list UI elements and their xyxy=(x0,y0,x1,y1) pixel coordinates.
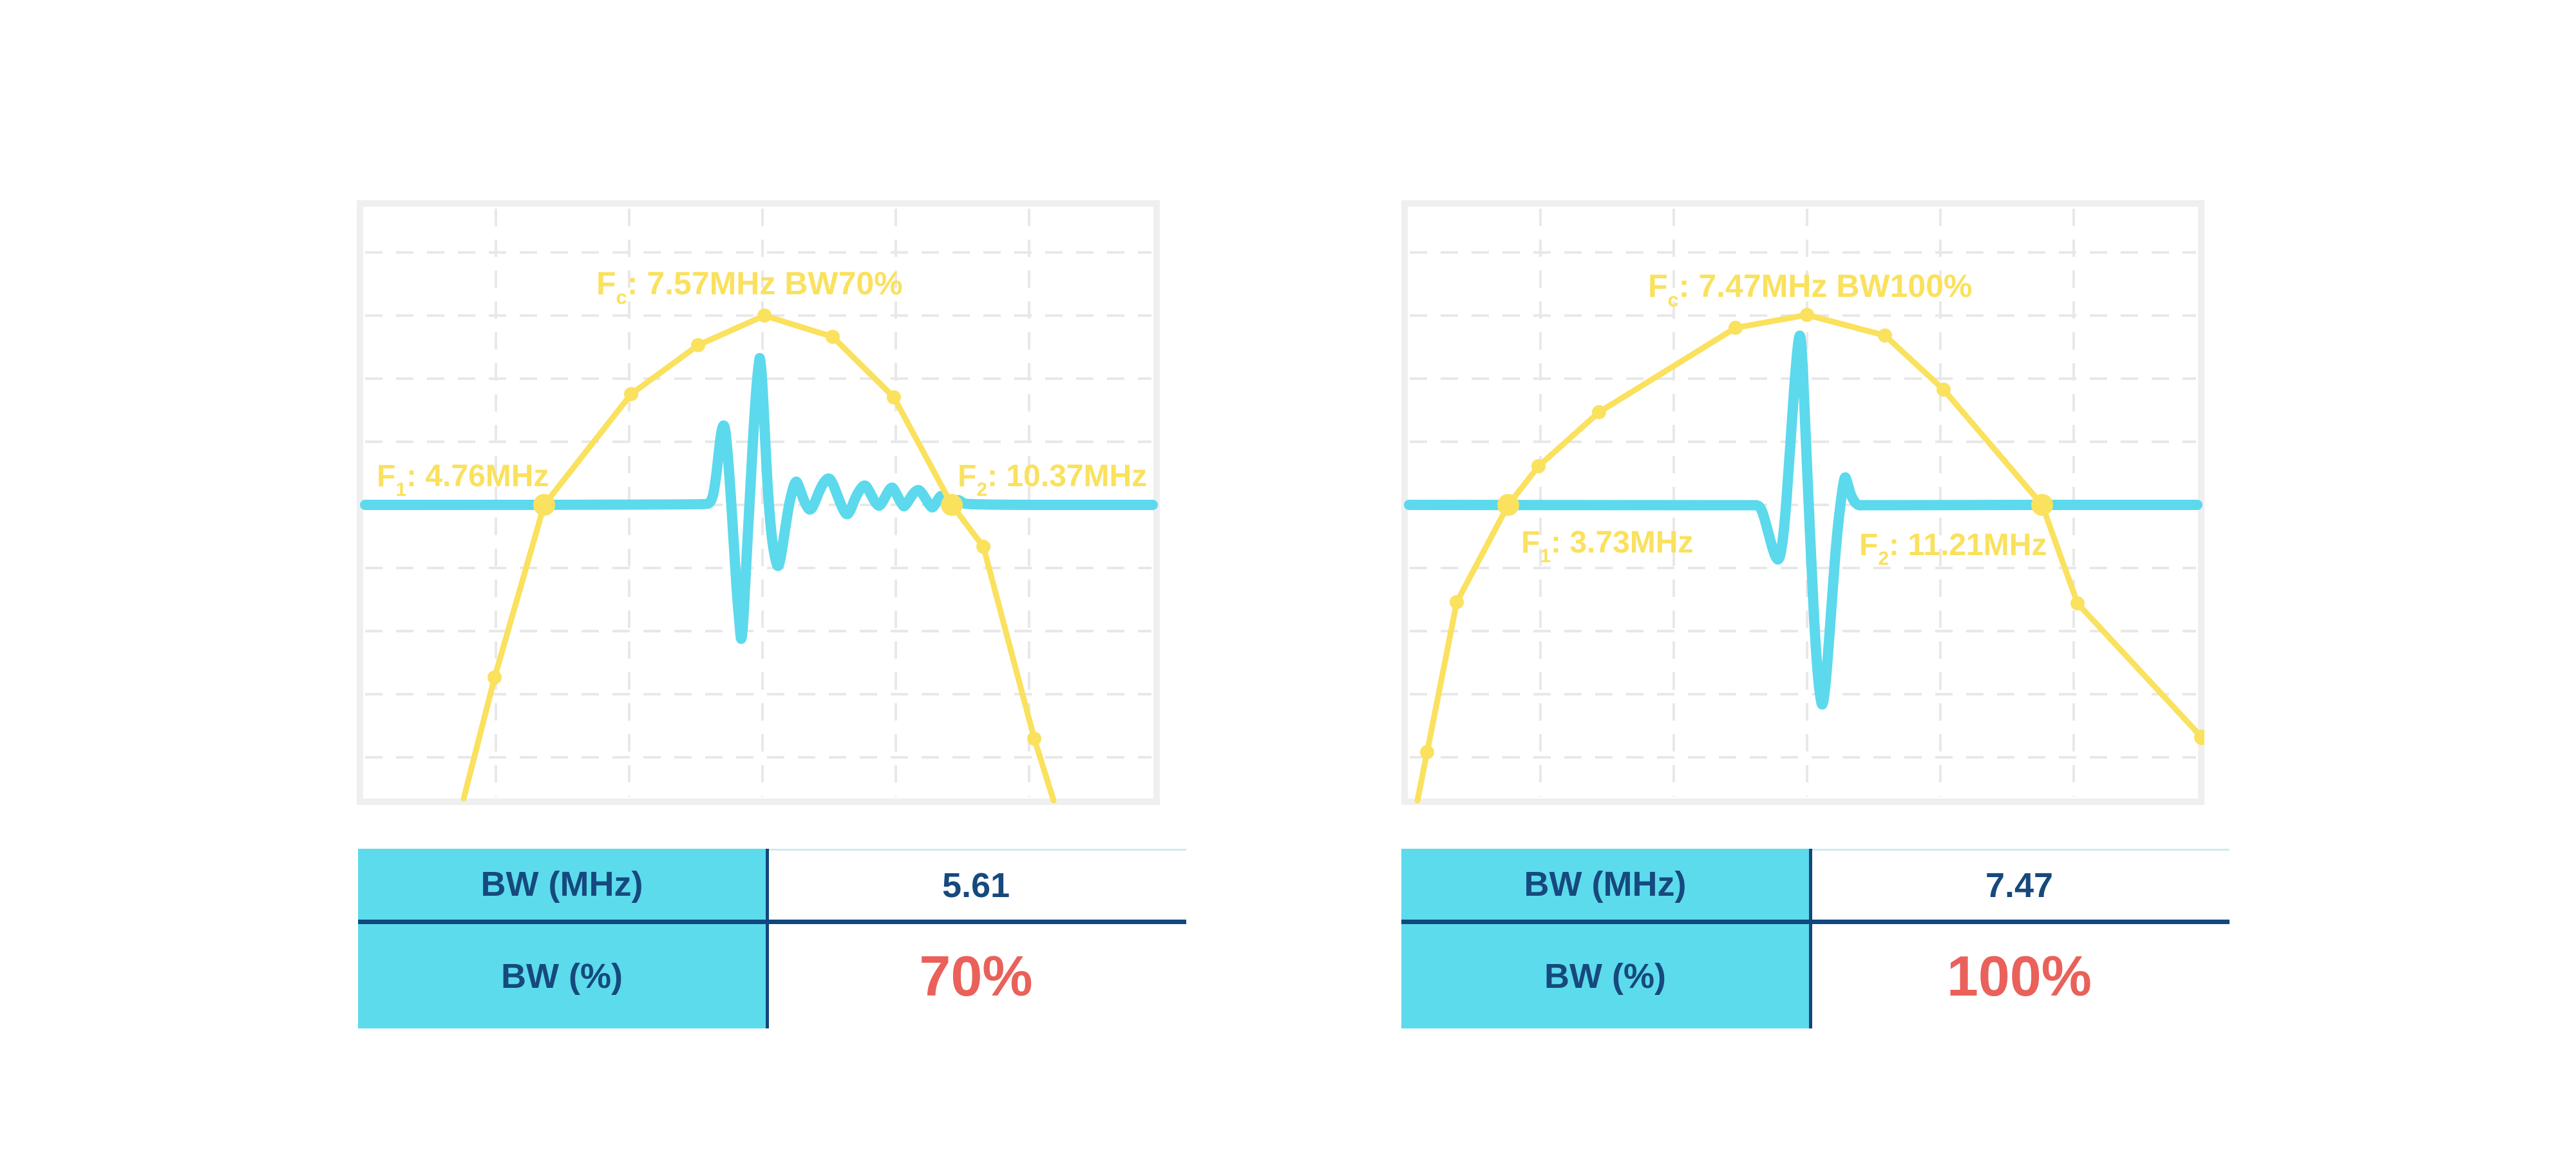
bw-pct-header: BW (%) xyxy=(1401,924,1809,1028)
spectrum-markers xyxy=(1420,308,2210,759)
fc-label: Fc: 7.47MHz BW100% xyxy=(1648,268,1973,311)
bw-mhz-value: 5.61 xyxy=(766,849,1186,920)
pulse-waveform xyxy=(360,353,1158,644)
spectrum-marker-small xyxy=(1450,595,1464,609)
bw70-table: BW (MHz) 5.61 BW (%) 70% xyxy=(358,849,1186,1028)
spectrum-marker-small xyxy=(976,540,990,554)
spectrum-markers xyxy=(488,308,1041,746)
bw-pct-value: 70% xyxy=(766,924,1186,1028)
table-row: BW (%) 100% xyxy=(1401,924,2230,1028)
bw-mhz-header: BW (MHz) xyxy=(358,849,766,920)
spectrum-marker-peak xyxy=(757,308,772,323)
spectrum-marker-peak xyxy=(1800,308,1814,322)
spectrum-marker-small xyxy=(1878,328,1892,343)
table-row: BW (%) 70% xyxy=(358,924,1186,1028)
spectrum-marker-small xyxy=(1531,459,1546,473)
spectrum-marker-small xyxy=(1728,321,1743,335)
spectrum-marker-big xyxy=(533,494,555,516)
spectrum-marker-big xyxy=(2031,494,2053,516)
spectrum-marker-small xyxy=(691,338,705,352)
pulse-waveform xyxy=(1404,330,2202,710)
f2-label: F2: 11.21MHz xyxy=(1859,528,2047,569)
spectrum-marker-small xyxy=(624,387,638,401)
spectrum-marker-big xyxy=(941,494,963,516)
bw-mhz-value: 7.47 xyxy=(1809,849,2230,920)
bw-pct-header: BW (%) xyxy=(358,924,766,1028)
spectrum-marker-small xyxy=(488,670,502,685)
table-row: BW (MHz) 5.61 xyxy=(358,849,1186,920)
bw100-chart: Fc: 7.47MHz BW100% F1: 3.73MHz F2: 11.21MH… xyxy=(1401,200,2210,805)
bw100-spectrum-svg: Fc: 7.47MHz BW100% F1: 3.73MHz F2: 11.21MH… xyxy=(1401,200,2210,805)
table-divider xyxy=(1401,920,2230,924)
bw100-table: BW (MHz) 7.47 BW (%) 100% xyxy=(1401,849,2230,1028)
table-column-divider xyxy=(766,849,769,1028)
bw-mhz-header: BW (MHz) xyxy=(1401,849,1809,920)
table-column-divider xyxy=(1809,849,1812,1028)
spectrum-marker-small xyxy=(1027,732,1041,746)
spectrum-curve xyxy=(460,312,1057,804)
spectrum-marker-small xyxy=(887,390,901,404)
f1-label: F1: 3.73MHz xyxy=(1521,525,1693,567)
bw-pct-value: 100% xyxy=(1809,924,2230,1028)
f2-label: F2: 10.37MHz xyxy=(958,459,1147,500)
table-divider xyxy=(358,920,1186,924)
table-row: BW (MHz) 7.47 xyxy=(1401,849,2230,920)
spectrum-marker-big xyxy=(1497,494,1519,516)
spectrum-marker-small xyxy=(1937,383,1951,397)
bw70-spectrum-svg: Fc: 7.57MHz BW70% F1: 4.76MHz F2: 10.37MHz xyxy=(357,200,1160,805)
bw70-chart: Fc: 7.57MHz BW70% F1: 4.76MHz F2: 10.37MHz xyxy=(357,200,1160,805)
spectrum-marker-small xyxy=(826,330,840,344)
spectrum-marker-small xyxy=(2070,596,2085,610)
spectrum-marker-small xyxy=(1420,745,1434,759)
fc-label: Fc: 7.57MHz BW70% xyxy=(596,265,903,308)
spectrum-marker-small xyxy=(1592,405,1606,419)
f1-label: F1: 4.76MHz xyxy=(377,459,549,500)
